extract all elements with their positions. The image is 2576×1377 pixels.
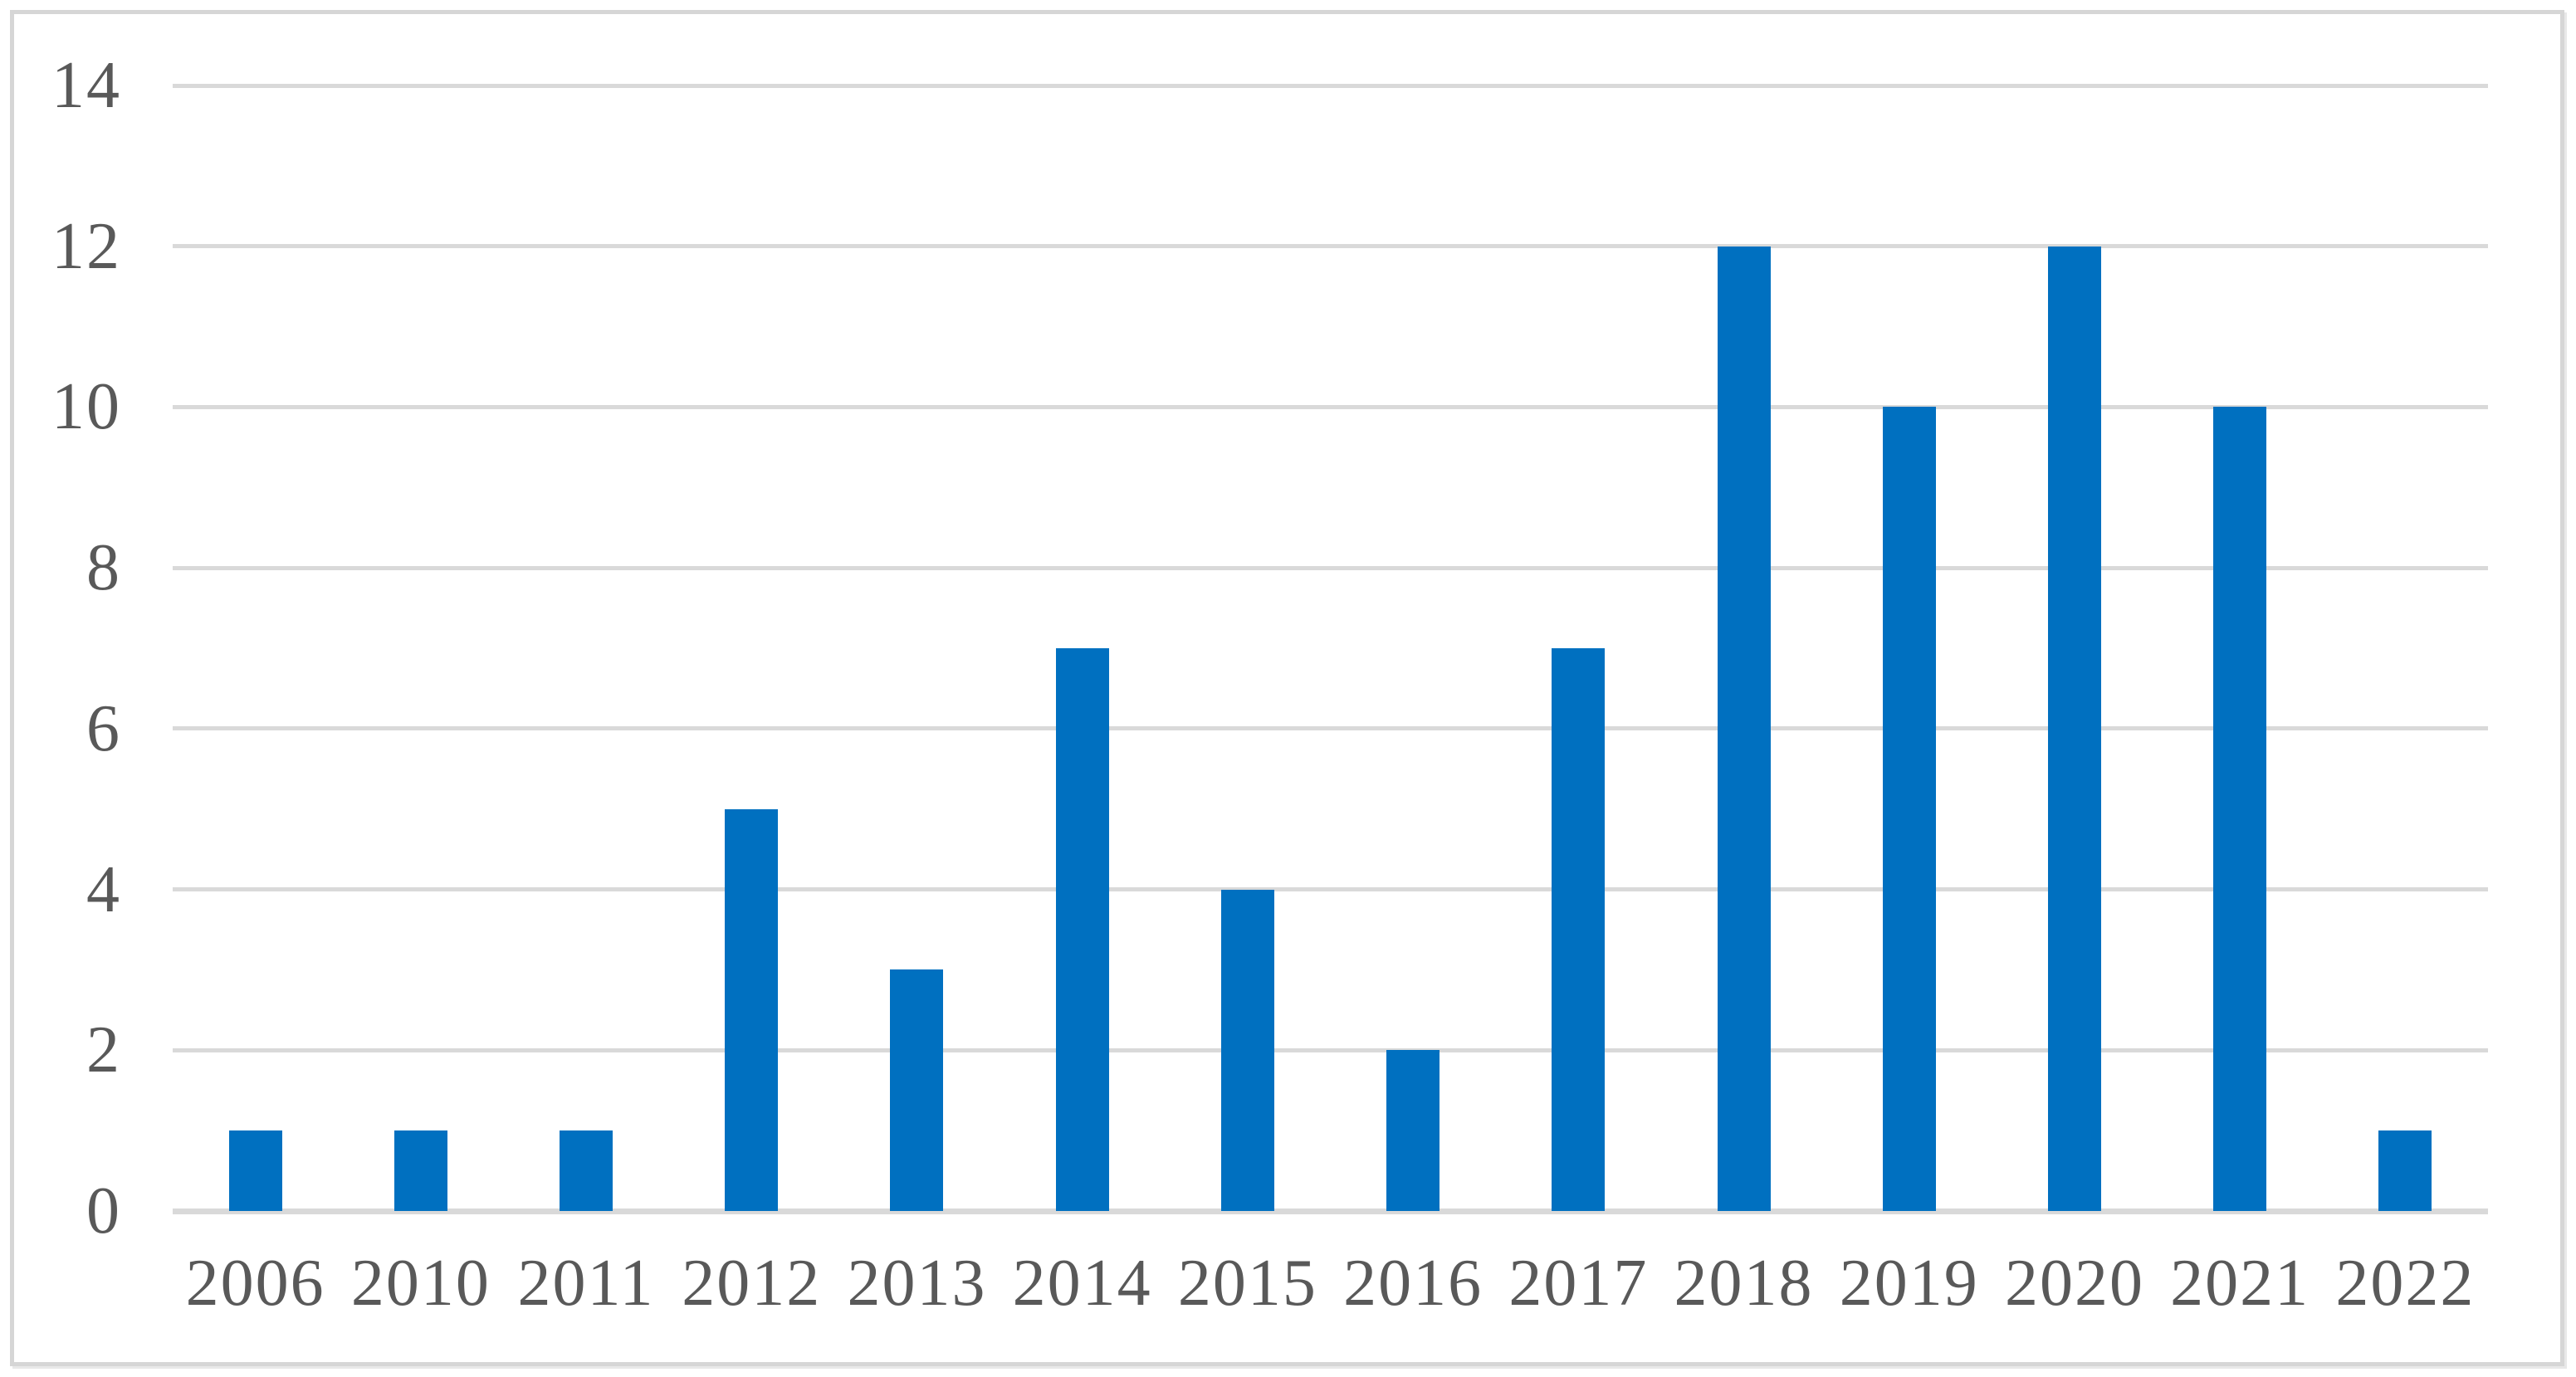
bar-2022 xyxy=(2378,1130,2432,1211)
bar-2014 xyxy=(1055,648,1109,1211)
bar-2010 xyxy=(393,1130,447,1211)
bar-2012 xyxy=(725,808,779,1211)
bar-2016 xyxy=(1386,1050,1440,1211)
y-tick-label-2: 2 xyxy=(86,1013,121,1087)
gridline-y2 xyxy=(173,1047,2488,1052)
x-tick-label-2011: 2011 xyxy=(517,1247,655,1320)
bar-2018 xyxy=(1717,246,1771,1211)
y-tick-label-6: 6 xyxy=(86,691,121,765)
y-tick-label-12: 12 xyxy=(51,209,121,283)
y-tick-label-0: 0 xyxy=(86,1174,121,1248)
gridline-y8 xyxy=(173,565,2488,570)
bar-2020 xyxy=(2047,246,2101,1211)
x-tick-label-2017: 2017 xyxy=(1508,1247,1649,1320)
x-tick-label-2015: 2015 xyxy=(1177,1247,1317,1320)
y-tick-label-8: 8 xyxy=(86,531,121,605)
x-tick-label-2018: 2018 xyxy=(1674,1247,1814,1320)
x-tick-label-2012: 2012 xyxy=(682,1247,822,1320)
x-tick-label-2013: 2013 xyxy=(847,1247,987,1320)
y-tick-label-10: 10 xyxy=(51,370,121,444)
x-tick-label-2021: 2021 xyxy=(2170,1247,2310,1320)
bar-2013 xyxy=(890,969,944,1211)
x-tick-label-2014: 2014 xyxy=(1012,1247,1152,1320)
gridline-y4 xyxy=(173,887,2488,892)
x-tick-label-2010: 2010 xyxy=(350,1247,491,1320)
gridline-y12 xyxy=(173,244,2488,249)
gridline-y14 xyxy=(173,83,2488,88)
x-tick-label-2016: 2016 xyxy=(1343,1247,1484,1320)
x-axis-line xyxy=(173,1208,2488,1214)
chart-frame xyxy=(10,10,2564,1366)
bar-2017 xyxy=(1552,648,1606,1211)
gridline-y10 xyxy=(173,404,2488,409)
bar-2021 xyxy=(2213,407,2267,1211)
bar-2006 xyxy=(228,1130,282,1211)
x-tick-label-2019: 2019 xyxy=(1839,1247,1979,1320)
bar-2015 xyxy=(1220,889,1274,1211)
bar-2019 xyxy=(1882,407,1936,1211)
x-tick-label-2020: 2020 xyxy=(2004,1247,2144,1320)
bar-2011 xyxy=(560,1130,613,1211)
x-tick-label-2022: 2022 xyxy=(2335,1247,2476,1320)
gridline-y6 xyxy=(173,726,2488,731)
y-tick-label-4: 4 xyxy=(86,852,121,926)
y-tick-label-14: 14 xyxy=(51,49,121,122)
x-tick-label-2006: 2006 xyxy=(185,1247,325,1320)
